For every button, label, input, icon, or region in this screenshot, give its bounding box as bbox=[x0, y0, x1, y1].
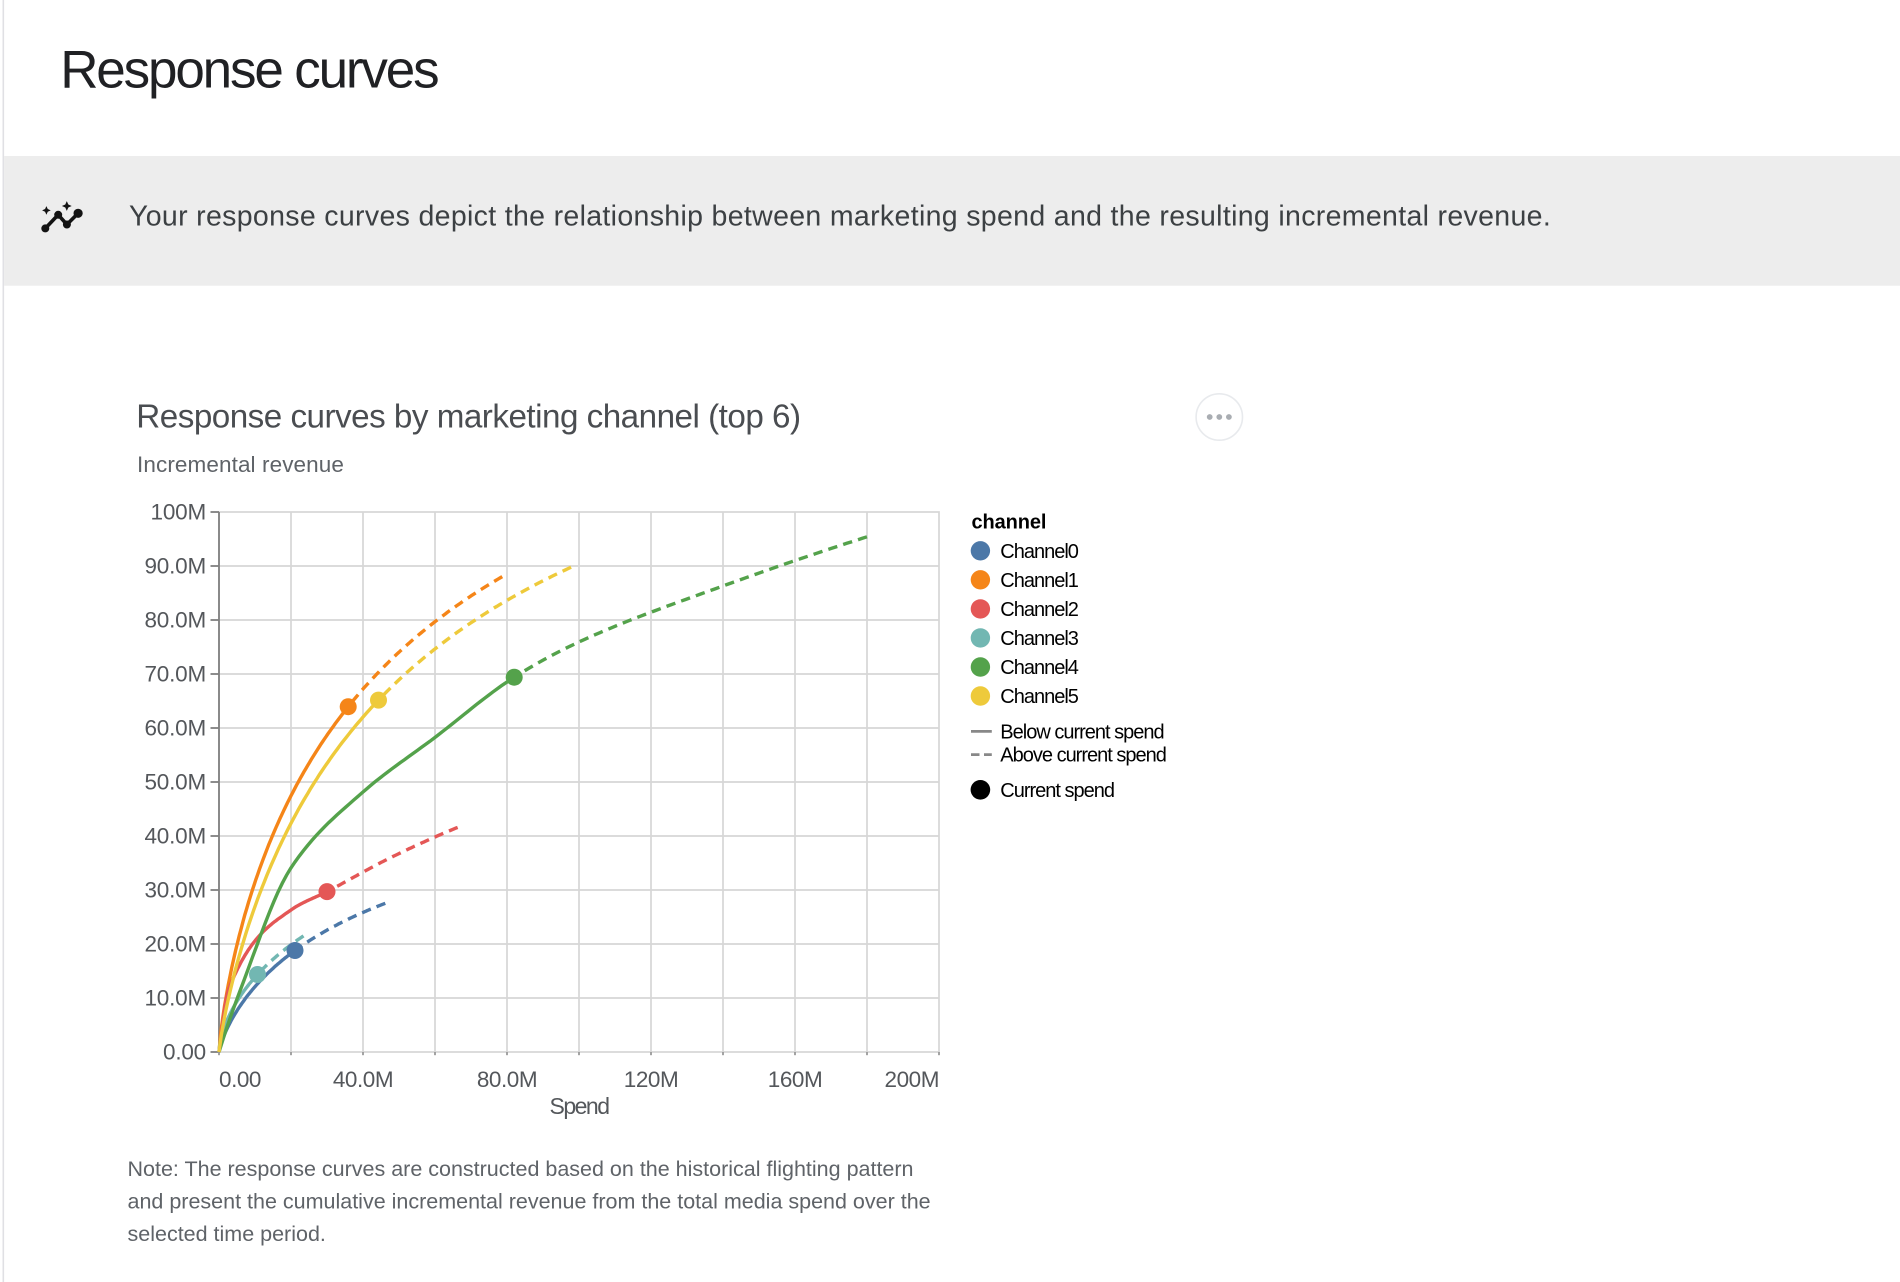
svg-text:100M: 100M bbox=[151, 499, 206, 524]
svg-text:Response curves by marketing c: Response curves by marketing channel (to… bbox=[136, 398, 800, 435]
svg-text:Channel0: Channel0 bbox=[1000, 541, 1079, 563]
svg-text:Below current spend: Below current spend bbox=[1000, 721, 1163, 743]
svg-text:40.0M: 40.0M bbox=[144, 823, 206, 848]
svg-text:50.0M: 50.0M bbox=[144, 769, 206, 794]
svg-text:Above current spend: Above current spend bbox=[1000, 745, 1166, 767]
svg-text:200M: 200M bbox=[885, 1067, 939, 1092]
svg-text:Channel4: Channel4 bbox=[1000, 657, 1079, 679]
svg-text:70.0M: 70.0M bbox=[144, 661, 206, 686]
svg-text:Channel1: Channel1 bbox=[1000, 570, 1079, 592]
svg-text:and present the cumulative inc: and present the cumulative incremental r… bbox=[128, 1190, 931, 1214]
svg-text:Spend: Spend bbox=[549, 1093, 609, 1119]
svg-text:Channel5: Channel5 bbox=[1000, 686, 1079, 708]
svg-text:90.0M: 90.0M bbox=[144, 553, 206, 578]
svg-text:Note: The response curves are: Note: The response curves are constructe… bbox=[128, 1157, 914, 1181]
svg-text:30.0M: 30.0M bbox=[144, 877, 206, 902]
svg-text:Your response curves depict th: Your response curves depict the relation… bbox=[129, 201, 1551, 233]
svg-text:20.0M: 20.0M bbox=[144, 931, 206, 956]
svg-text:selected time period.: selected time period. bbox=[128, 1222, 326, 1246]
svg-text:0.00: 0.00 bbox=[219, 1067, 261, 1092]
svg-text:Current spend: Current spend bbox=[1000, 780, 1114, 802]
svg-text:60.0M: 60.0M bbox=[144, 715, 206, 740]
svg-text:0.00: 0.00 bbox=[163, 1039, 206, 1064]
svg-text:channel: channel bbox=[972, 512, 1047, 534]
svg-text:Channel3: Channel3 bbox=[1000, 628, 1079, 650]
svg-text:160M: 160M bbox=[768, 1067, 822, 1092]
svg-text:40.0M: 40.0M bbox=[333, 1067, 393, 1092]
svg-text:120M: 120M bbox=[624, 1067, 678, 1092]
svg-text:Incremental revenue: Incremental revenue bbox=[137, 452, 344, 477]
svg-text:Response curves: Response curves bbox=[60, 40, 438, 99]
svg-text:10.0M: 10.0M bbox=[144, 985, 206, 1010]
svg-text:80.0M: 80.0M bbox=[144, 607, 206, 632]
svg-text:80.0M: 80.0M bbox=[477, 1067, 537, 1092]
svg-text:Channel2: Channel2 bbox=[1000, 599, 1079, 621]
